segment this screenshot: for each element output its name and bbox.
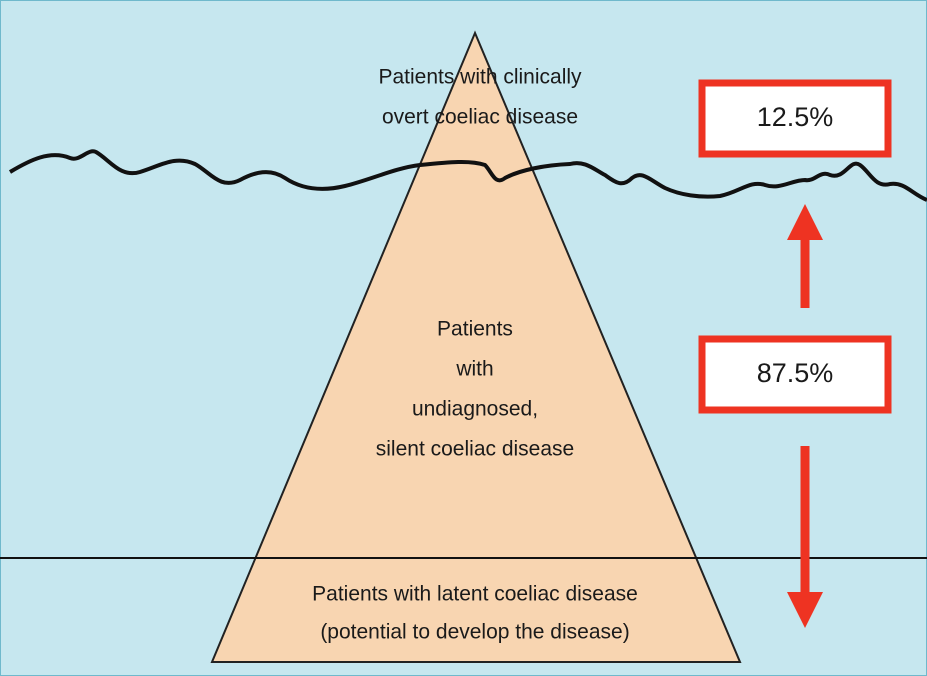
region-label: with bbox=[455, 358, 493, 381]
region-label: Patients with latent coeliac disease bbox=[312, 583, 638, 606]
callout-label: 87.5% bbox=[757, 358, 834, 388]
region-label: overt coeliac disease bbox=[382, 106, 578, 129]
region-label: undiagnosed, bbox=[412, 398, 538, 421]
region-label: (potential to develop the disease) bbox=[320, 621, 629, 644]
callout-label: 12.5% bbox=[757, 102, 834, 132]
region-label: silent coeliac disease bbox=[376, 438, 574, 461]
region-label: Patients bbox=[437, 318, 513, 341]
region-label: Patients with clinically bbox=[378, 66, 582, 89]
iceberg-diagram: Patients with clinically overt coeliac d… bbox=[0, 0, 927, 676]
